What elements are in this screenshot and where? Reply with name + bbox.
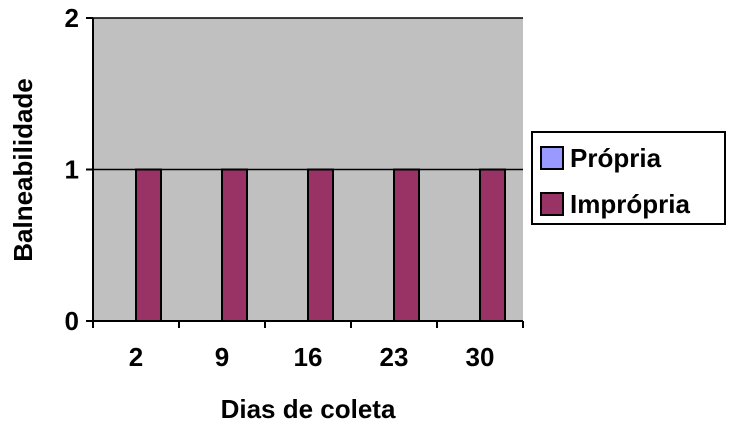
- x-axis-label: Dias de coleta: [221, 394, 396, 424]
- bar-impropria: [393, 168, 420, 322]
- x-tick-label: 2: [129, 342, 143, 372]
- legend-label-impropria: Imprópria: [570, 189, 690, 219]
- bar-impropria: [479, 168, 506, 322]
- bar-series-group: [135, 168, 506, 322]
- y-axis-label: Balneabilidade: [8, 78, 38, 262]
- legend-box: [531, 131, 726, 225]
- bar-impropria: [221, 168, 248, 322]
- y-tick-label: 0: [65, 306, 79, 336]
- bar-impropria: [307, 168, 334, 322]
- bar-impropria: [135, 168, 162, 322]
- x-tick-label: 16: [294, 342, 323, 372]
- x-tick-label: 30: [466, 342, 495, 372]
- x-tick-label: 23: [380, 342, 409, 372]
- y-tick-labels: 0 1 2: [65, 3, 93, 336]
- y-tick-label: 1: [65, 155, 79, 185]
- legend-swatch-impropria: [540, 192, 564, 216]
- x-tick-label: 9: [215, 342, 229, 372]
- y-tick-label: 2: [65, 3, 79, 33]
- legend: Própria Imprópria: [531, 131, 726, 225]
- legend-label-propria: Própria: [570, 143, 662, 173]
- x-tick-labels: 2 9 16 23 30: [92, 321, 524, 372]
- legend-swatch-propria: [540, 146, 564, 170]
